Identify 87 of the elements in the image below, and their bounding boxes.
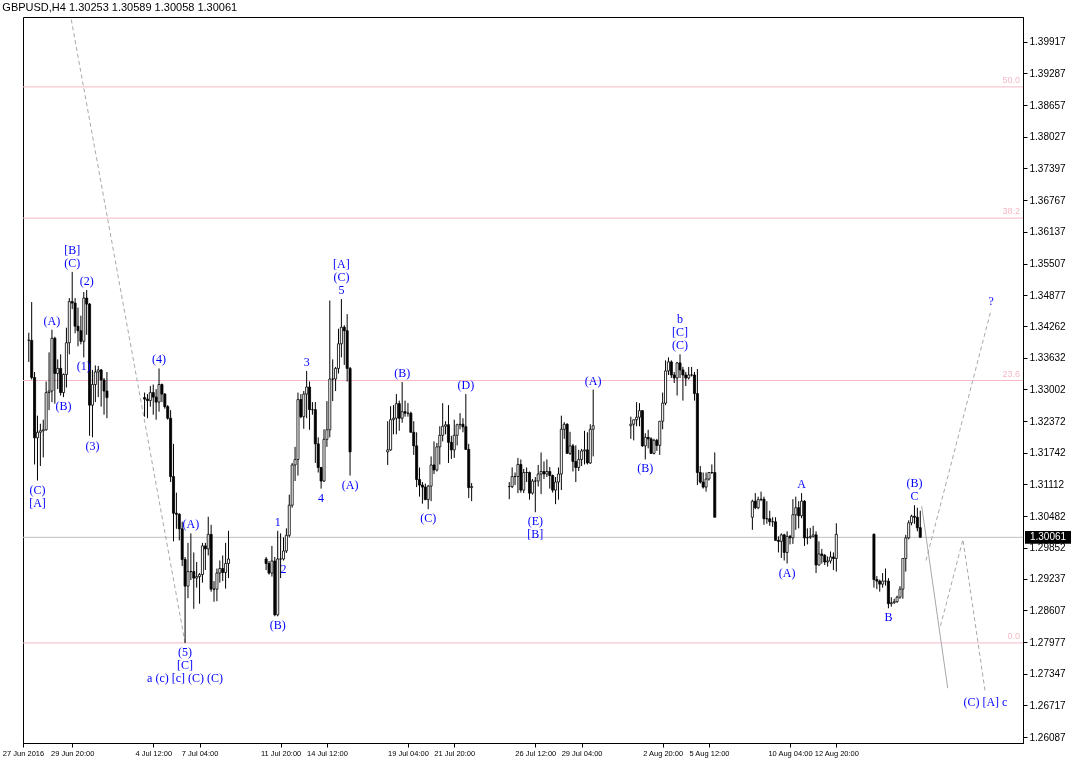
candlestick bbox=[452, 419, 456, 459]
annotation: (C) [A] c bbox=[963, 695, 1008, 710]
candlestick bbox=[574, 444, 578, 483]
candlestick bbox=[791, 498, 795, 545]
y-tick-label: 1.38027 bbox=[1029, 131, 1067, 143]
candlestick bbox=[400, 381, 404, 424]
annotation: (3) bbox=[85, 439, 100, 454]
y-tick-label: 1.33002 bbox=[1029, 383, 1067, 395]
y-tick-label: 1.26087 bbox=[1029, 731, 1067, 743]
y-tick-label: 1.27977 bbox=[1029, 636, 1067, 648]
y-tick-label: 1.31742 bbox=[1029, 447, 1067, 459]
annotation: [C] bbox=[672, 325, 689, 340]
y-tick-label: 1.29852 bbox=[1029, 542, 1067, 554]
annotation: 50.0 bbox=[1002, 74, 1020, 85]
y-tick-label: 1.29237 bbox=[1029, 573, 1067, 585]
candlestick bbox=[635, 401, 639, 427]
chart-title: GBPUSD,H4 1.30253 1.30589 1.30058 1.30061 bbox=[2, 1, 238, 13]
annotation: (B) bbox=[637, 461, 654, 476]
candlestick bbox=[522, 468, 526, 494]
y-tick-label: 1.35507 bbox=[1029, 258, 1067, 270]
y-tick-label: 1.39287 bbox=[1029, 67, 1067, 79]
annotation: (B) bbox=[55, 399, 72, 414]
y-tick-label: 1.36137 bbox=[1029, 226, 1067, 238]
y-tick-label: 1.34262 bbox=[1029, 320, 1067, 332]
annotation: (C) bbox=[333, 270, 350, 285]
candlestick bbox=[629, 416, 633, 440]
y-tick-label: 1.37397 bbox=[1029, 162, 1067, 174]
candlestick bbox=[785, 530, 789, 565]
annotation: (D) bbox=[457, 378, 475, 393]
y-tick-label: 1.31112 bbox=[1029, 478, 1065, 490]
annotation: 38.2 bbox=[1002, 206, 1020, 217]
annotation: (A) bbox=[584, 373, 602, 388]
annotation: [A] bbox=[333, 257, 350, 272]
annotation: [B] bbox=[527, 527, 544, 542]
annotation: (B) bbox=[906, 476, 923, 491]
annotation: (A) bbox=[182, 517, 200, 532]
annotation: (B) bbox=[269, 618, 286, 633]
annotation: 0.0 bbox=[1007, 630, 1020, 641]
candlestick bbox=[386, 420, 390, 466]
annotation: (E) bbox=[527, 514, 543, 529]
candlestick bbox=[918, 510, 922, 538]
y-tick-label: 1.33632 bbox=[1029, 352, 1067, 364]
y-tick-label: 1.28607 bbox=[1029, 604, 1067, 616]
candlestick bbox=[143, 392, 146, 418]
annotation: a (c) [c] (C) (C) bbox=[147, 670, 224, 685]
annotation: (A) bbox=[43, 313, 61, 328]
annotation: (C) bbox=[64, 255, 81, 270]
annotation: C bbox=[910, 489, 919, 504]
y-tick-label: 1.26717 bbox=[1029, 699, 1067, 711]
annotation: (C) bbox=[672, 338, 689, 353]
candlestick bbox=[539, 451, 543, 495]
candlestick bbox=[394, 393, 398, 435]
candlestick bbox=[585, 431, 589, 465]
y-tick-label: 1.39917 bbox=[1029, 36, 1067, 48]
candlestick bbox=[762, 496, 766, 526]
annotation: 4 bbox=[318, 490, 325, 505]
candlestick bbox=[151, 384, 155, 416]
y-tick-label: 1.36767 bbox=[1029, 194, 1067, 206]
annotation: b bbox=[677, 312, 684, 327]
annotation: 2 bbox=[280, 562, 287, 577]
ref-line-label: 1.30061 bbox=[1029, 531, 1067, 543]
y-tick-label: 1.38657 bbox=[1029, 99, 1067, 111]
candlestick bbox=[105, 371, 109, 419]
annotation: (5) bbox=[178, 644, 193, 659]
annotation: (C) bbox=[29, 482, 46, 497]
annotation: ? bbox=[988, 293, 994, 308]
candlestick bbox=[221, 554, 225, 582]
annotation: (2) bbox=[79, 274, 94, 288]
annotation: (A) bbox=[341, 477, 359, 492]
annotation: (B) bbox=[394, 366, 411, 381]
annotation: (4) bbox=[152, 352, 167, 367]
annotation: 3 bbox=[303, 354, 310, 369]
annotation: (A) bbox=[778, 565, 796, 580]
annotation: 1 bbox=[274, 514, 281, 529]
y-tick-label: 1.27347 bbox=[1029, 668, 1067, 680]
annotation: B bbox=[884, 610, 893, 625]
annotation: 23.6 bbox=[1002, 368, 1020, 379]
annotation: A bbox=[797, 477, 807, 492]
y-tick-label: 1.34877 bbox=[1029, 289, 1067, 301]
candlestick bbox=[146, 393, 149, 419]
y-tick-label: 1.30482 bbox=[1029, 510, 1067, 522]
candlestick bbox=[160, 383, 164, 403]
annotation: (C) bbox=[420, 511, 437, 526]
y-tick-label: 1.32372 bbox=[1029, 415, 1067, 427]
candlestick bbox=[264, 556, 268, 571]
annotation: 5 bbox=[338, 283, 345, 298]
annotation: [B] bbox=[64, 242, 81, 257]
